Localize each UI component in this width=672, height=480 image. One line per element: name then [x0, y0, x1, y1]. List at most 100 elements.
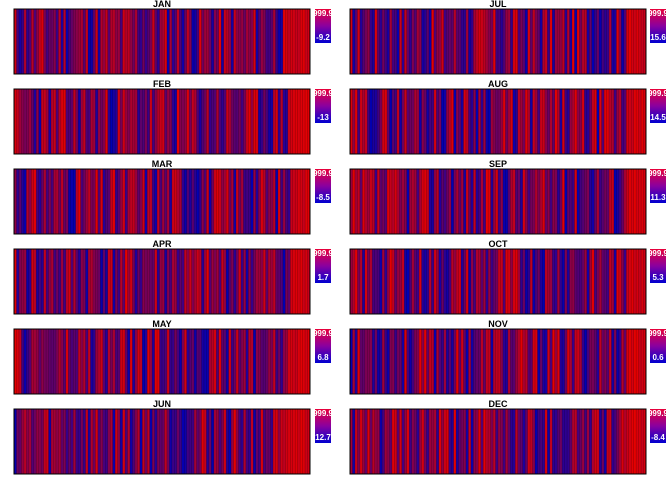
nov-stripe [384, 329, 388, 394]
oct-stripe [572, 249, 575, 314]
jan-stripe [231, 9, 234, 74]
mar-stripe [302, 169, 306, 234]
may-stripe [245, 329, 249, 394]
oct-stripe [527, 249, 531, 314]
mar-stripe [95, 169, 99, 234]
sep-colorbar-min-label: 11.3 [650, 193, 666, 202]
jul-stripe [539, 9, 543, 74]
apr-stripe [107, 249, 111, 314]
dec-stripe [643, 409, 647, 474]
may-stripe [290, 329, 294, 394]
nov-stripe [436, 329, 440, 394]
apr-stripe [248, 249, 252, 314]
mar-stripe [201, 169, 205, 234]
jul-stripe [515, 9, 519, 74]
jul-stripe [394, 9, 398, 74]
jul-stripe [374, 9, 378, 74]
feb-stripe [250, 89, 254, 154]
mar-stripe [280, 169, 284, 234]
nov-stripe [441, 329, 445, 394]
apr-stripe [115, 249, 118, 314]
feb-stripe [255, 89, 259, 154]
jan-stripe [55, 9, 59, 74]
oct-stripe [411, 249, 415, 314]
apr-stripe [171, 249, 175, 314]
nov-stripe [448, 329, 452, 394]
jul-stripe [510, 9, 514, 74]
mar-stripe [14, 169, 17, 234]
jun-stripe [110, 409, 114, 474]
may-stripe [265, 329, 269, 394]
aug-stripe [574, 89, 578, 154]
apr-stripe [260, 249, 264, 314]
may-stripe [83, 329, 86, 394]
feb-stripe [236, 89, 239, 154]
oct-stripe [465, 249, 469, 314]
may-stripe [166, 329, 170, 394]
aug-stripe [421, 89, 425, 154]
feb-stripe [216, 89, 220, 154]
jan-stripe [144, 9, 148, 74]
sep-stripe [424, 169, 427, 234]
mar-stripe [228, 169, 232, 234]
may-stripe [58, 329, 62, 394]
dec-stripe [544, 409, 548, 474]
mar-stripe [238, 169, 242, 234]
may-stripe [139, 329, 143, 394]
sep-stripe [490, 169, 494, 234]
oct-stripe [500, 249, 504, 314]
feb-stripe [127, 89, 131, 154]
jun-stripe [36, 409, 40, 474]
feb-stripe [92, 89, 96, 154]
apr-stripe [270, 249, 274, 314]
sep-stripe [493, 169, 496, 234]
jun-stripe [226, 409, 229, 474]
sep-stripe [436, 169, 440, 234]
jun-stripe [16, 409, 20, 474]
jul-stripe [456, 9, 459, 74]
may-stripe [90, 329, 94, 394]
dec-stripe [389, 409, 393, 474]
dec-stripe [391, 409, 395, 474]
dec-stripe [441, 409, 445, 474]
jul-stripe [446, 9, 450, 74]
mar-stripe [110, 169, 114, 234]
jan-stripe [263, 9, 266, 74]
mar-stripe [307, 169, 311, 234]
jul-stripe [352, 9, 356, 74]
jan-stripe [142, 9, 146, 74]
apr-stripe [169, 249, 173, 314]
jul-stripe [559, 9, 563, 74]
oct-stripe [547, 249, 551, 314]
aug-colorbar [650, 89, 666, 123]
aug-stripe [512, 89, 516, 154]
oct-stripe [643, 249, 647, 314]
aug-stripe [401, 89, 405, 154]
oct-stripe [530, 249, 533, 314]
aug-stripe [586, 89, 590, 154]
jul-stripe [391, 9, 395, 74]
nov-stripe [483, 329, 487, 394]
may-stripe [184, 329, 188, 394]
jan-stripe [137, 9, 141, 74]
sep-stripe [502, 169, 506, 234]
may-stripe [186, 329, 190, 394]
sep-stripe [453, 169, 457, 234]
dec-stripe [552, 409, 556, 474]
oct-stripe [633, 249, 637, 314]
dec-stripe [433, 409, 437, 474]
may-stripe [159, 329, 163, 394]
oct-stripe [369, 249, 373, 314]
sep-stripe [616, 169, 620, 234]
sep-stripe [406, 169, 410, 234]
dec-panel-frame [349, 408, 647, 475]
nov-stripe [379, 329, 383, 394]
jan-stripe [147, 9, 151, 74]
nov-stripe [539, 329, 543, 394]
apr-stripe [83, 249, 86, 314]
may-stripe [132, 329, 136, 394]
mar-stripe [273, 169, 276, 234]
nov-stripe [461, 329, 464, 394]
aug-stripe [626, 89, 630, 154]
may-stripe [201, 329, 205, 394]
